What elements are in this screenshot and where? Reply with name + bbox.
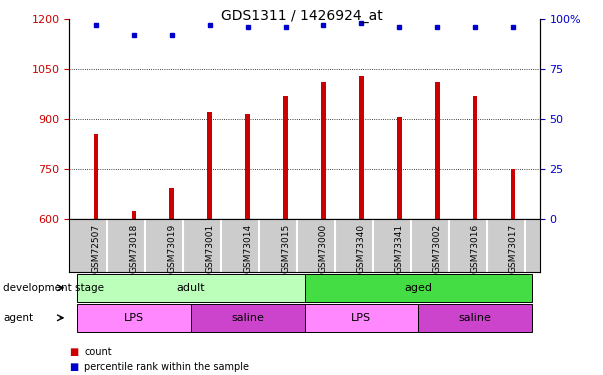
Text: ■: ■ [69, 347, 78, 357]
Text: adult: adult [177, 283, 205, 293]
Bar [77, 304, 191, 332]
Text: GSM73018: GSM73018 [129, 224, 138, 273]
Text: GSM73002: GSM73002 [433, 224, 442, 273]
Text: GSM73019: GSM73019 [167, 224, 176, 273]
Text: development stage: development stage [3, 283, 104, 293]
Bar [77, 274, 305, 302]
Bar [397, 117, 402, 219]
Bar [305, 274, 532, 302]
Text: percentile rank within the sample: percentile rank within the sample [84, 362, 250, 372]
Text: GSM73016: GSM73016 [471, 224, 480, 273]
Bar [245, 114, 250, 219]
Bar [435, 82, 440, 219]
Text: GSM73015: GSM73015 [281, 224, 290, 273]
Bar [511, 169, 516, 219]
Text: saline: saline [231, 313, 264, 323]
Text: LPS: LPS [124, 313, 144, 323]
Text: GSM73341: GSM73341 [395, 224, 404, 273]
Text: saline: saline [459, 313, 491, 323]
Text: GSM73014: GSM73014 [243, 224, 252, 273]
Text: GSM73000: GSM73000 [319, 224, 328, 273]
Bar [473, 96, 478, 219]
Bar [191, 304, 305, 332]
Bar [321, 82, 326, 219]
Bar [131, 211, 136, 219]
Bar [169, 188, 174, 219]
Text: agent: agent [3, 313, 33, 323]
Text: GSM73340: GSM73340 [357, 224, 366, 273]
Bar [93, 134, 98, 219]
Text: GSM72507: GSM72507 [92, 224, 100, 273]
Bar [283, 96, 288, 219]
Bar [359, 76, 364, 219]
Text: GSM73017: GSM73017 [509, 224, 517, 273]
Text: GDS1311 / 1426924_at: GDS1311 / 1426924_at [221, 9, 382, 23]
Bar [207, 112, 212, 219]
Text: GSM73001: GSM73001 [205, 224, 214, 273]
Text: count: count [84, 347, 112, 357]
Text: ■: ■ [69, 362, 78, 372]
Bar [418, 304, 532, 332]
Text: LPS: LPS [352, 313, 371, 323]
Text: aged: aged [404, 283, 432, 293]
Bar [305, 304, 418, 332]
